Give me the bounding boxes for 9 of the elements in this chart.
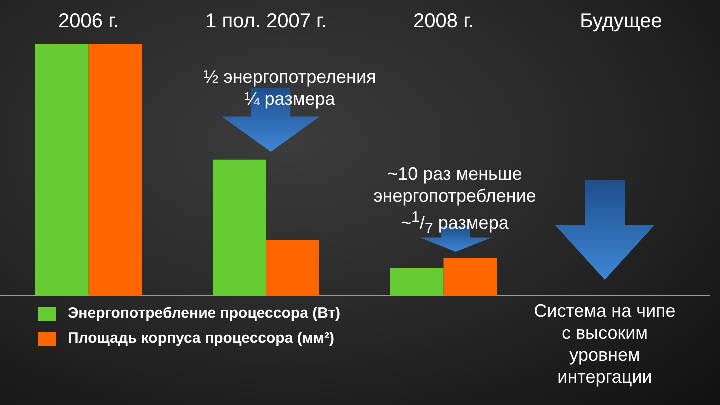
x-tick-label: 1 пол. 2007 г.	[206, 10, 327, 33]
x-tick-label: 2006 г.	[58, 10, 119, 33]
x-tick-label: Будущее	[580, 10, 662, 33]
annotation: ½ энергопотреления ¼ размера	[202, 66, 378, 110]
legend-label: Площадь корпуса процессора (мм²)	[68, 330, 335, 347]
text: Система на чипе с высоким уровнем интергации	[533, 300, 677, 388]
x-tick-label: 2008 г.	[414, 10, 474, 33]
legend-label: Энергопотребление процессора (Вт)	[68, 305, 341, 322]
annotation: ~10 раз меньше энергопотребление ~$^{1}$/$_{7}$ размера	[372, 163, 538, 240]
